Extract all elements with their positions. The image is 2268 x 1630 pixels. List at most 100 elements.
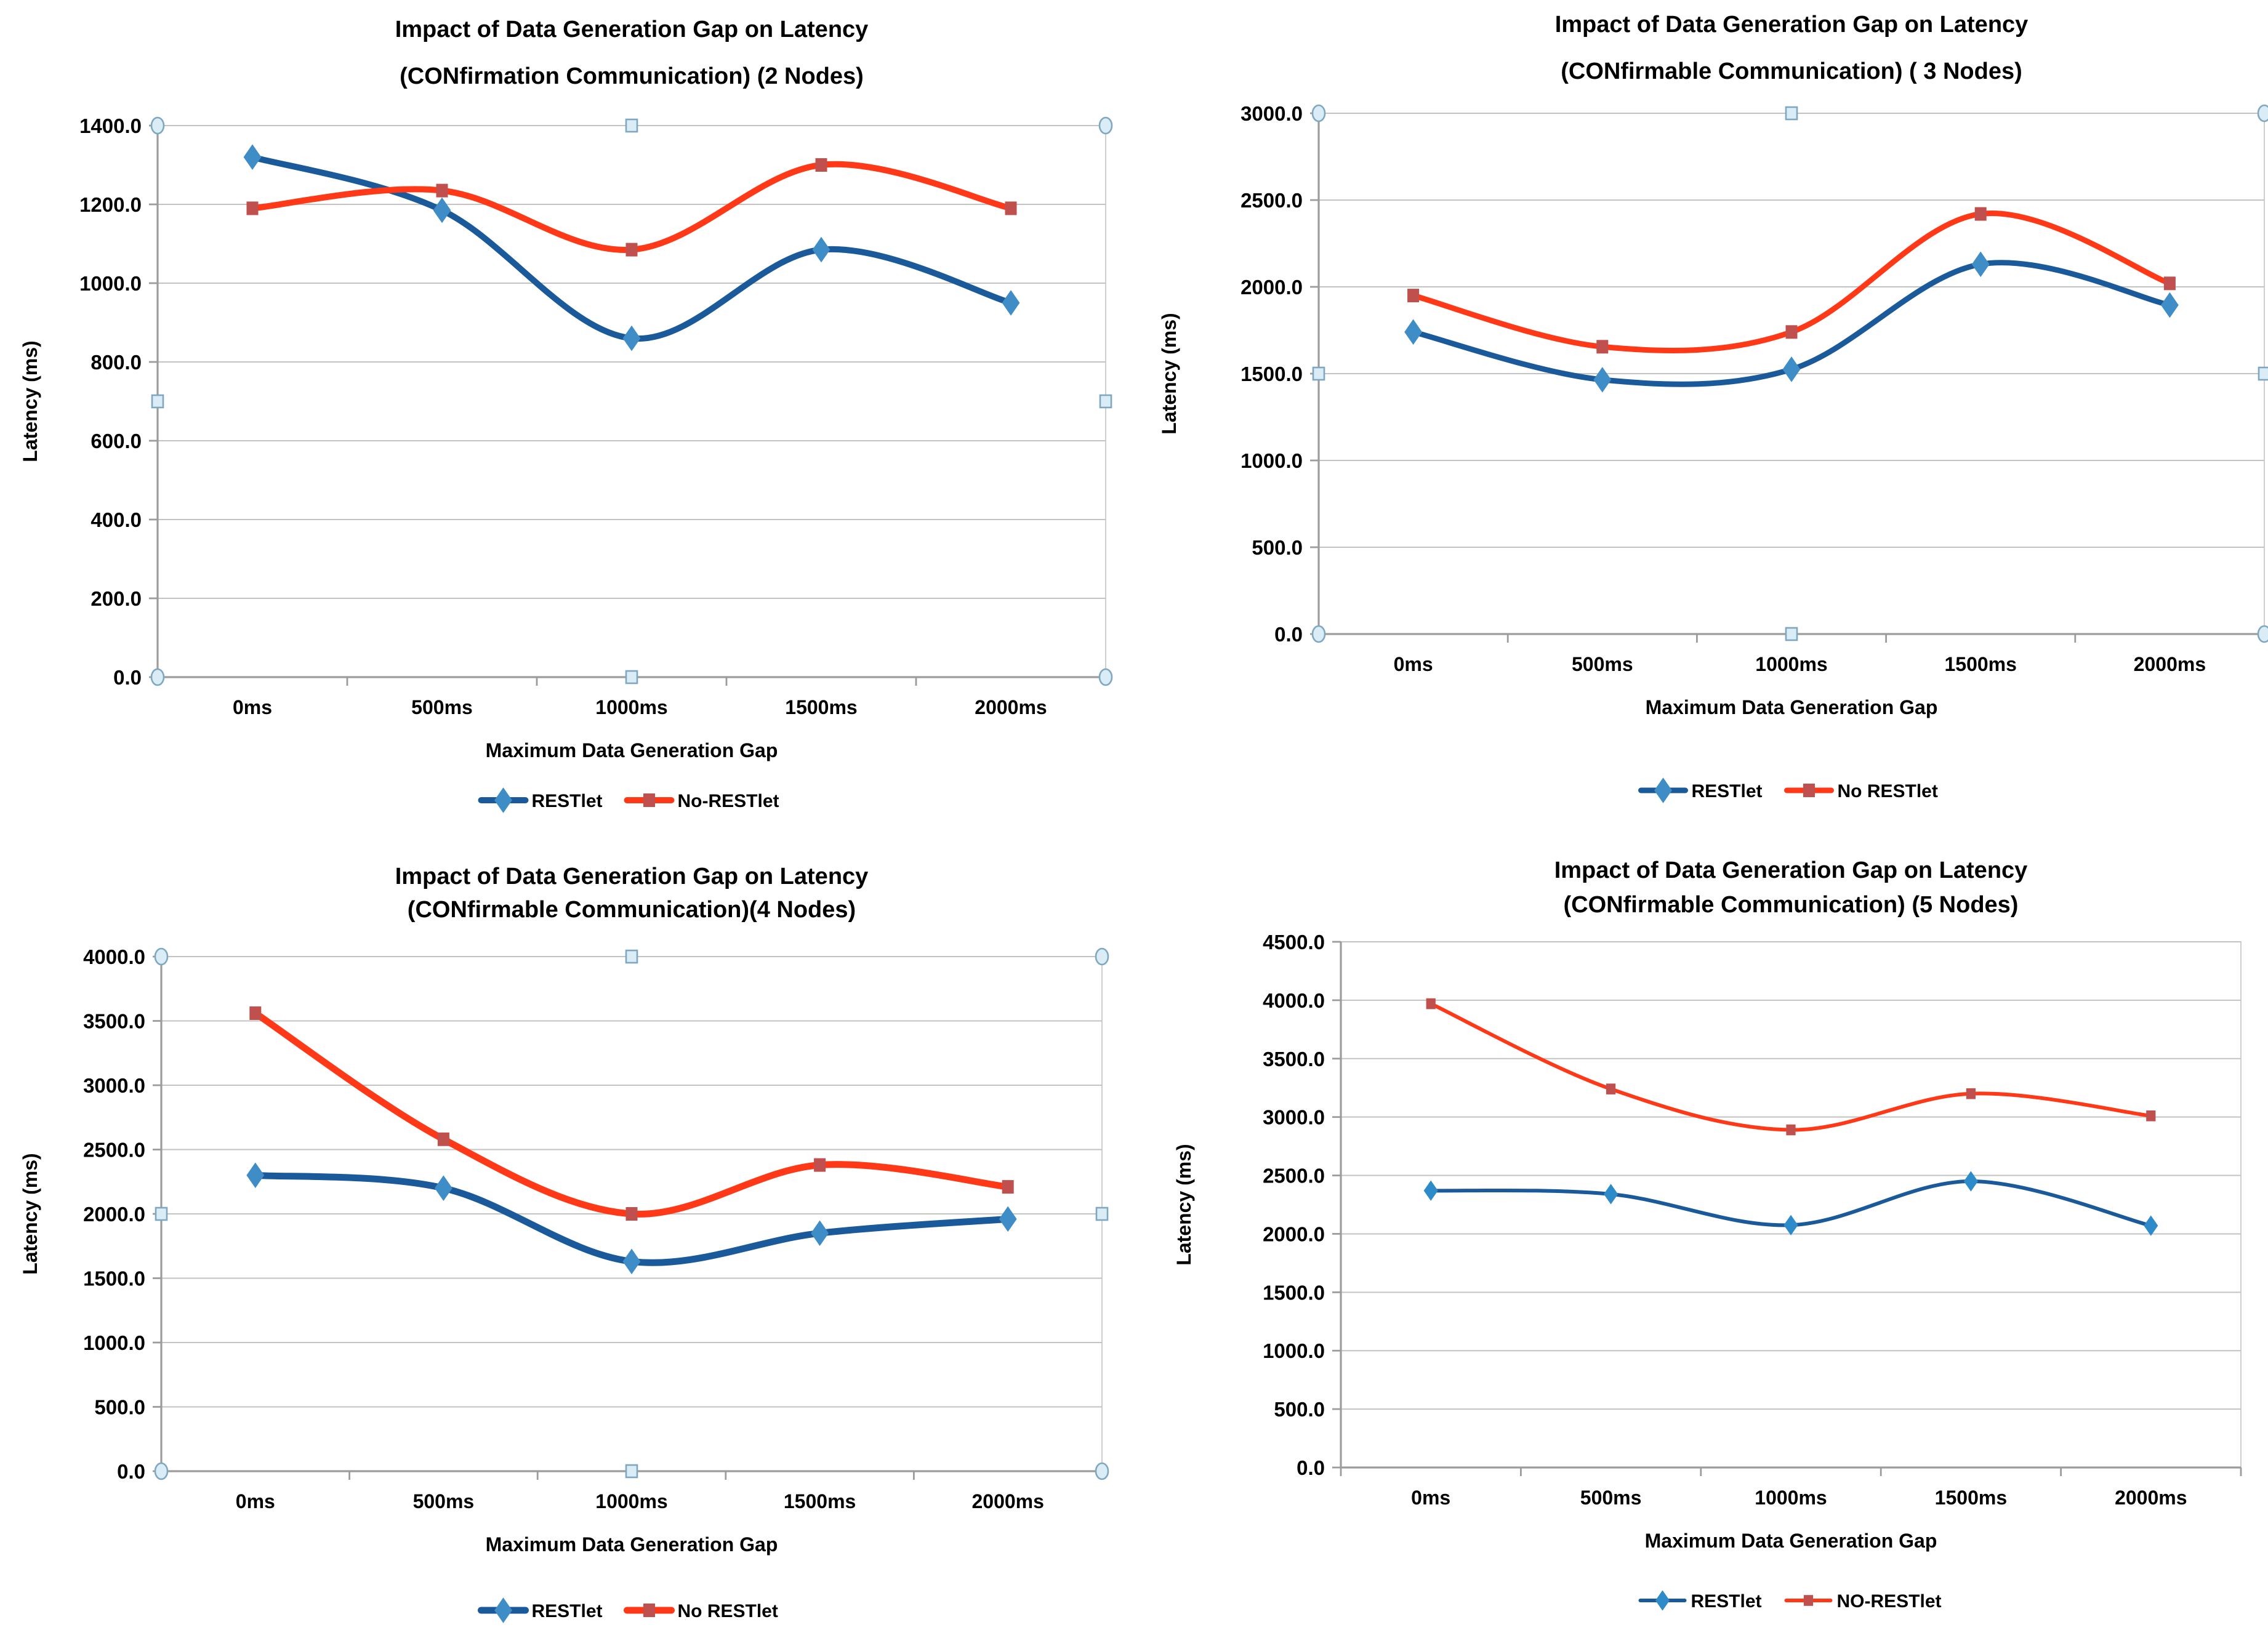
plot-area (1340, 941, 2242, 1468)
diamond-marker (812, 236, 830, 263)
diamond-marker (243, 144, 262, 170)
y-tick-label: 0.0 (117, 1460, 145, 1483)
x-tick-label: 1500ms (1944, 653, 2016, 675)
x-tick-label: 0ms (1411, 1487, 1450, 1509)
selection-handle-square (625, 949, 638, 964)
legend-label: No RESTlet (678, 1601, 778, 1621)
x-tick-label: 1500ms (784, 1490, 856, 1512)
y-tick-label: 800.0 (90, 351, 142, 374)
y-axis-title: Latency (ms) (1173, 1144, 1195, 1265)
square-marker (814, 1158, 826, 1172)
legend-label: No RESTlet (1838, 781, 1938, 801)
selection-handle-circle (154, 1462, 169, 1480)
square-marker (625, 1207, 638, 1221)
selection-handle-square (2258, 366, 2268, 381)
x-axis-title: Maximum Data Generation Gap (486, 739, 778, 761)
y-tick-label: 1200.0 (79, 193, 142, 216)
square-marker (815, 158, 827, 172)
square-marker (1005, 201, 1017, 215)
diamond-marker (1654, 777, 1672, 803)
series-line-no-restlet (252, 1010, 1011, 1218)
selection-handle-square (625, 1464, 638, 1479)
series-line-no-restlet (249, 161, 1014, 253)
y-tick-label: 2500.0 (83, 1139, 145, 1162)
selection-handle-circle (150, 116, 165, 135)
chart-title-line2: (CONfirmable Communication) ( 3 Nodes) (1561, 58, 2022, 84)
x-tick-label: 0ms (233, 696, 272, 718)
square-marker (2146, 1110, 2156, 1122)
y-tick-label: 400.0 (90, 508, 142, 531)
selection-handle-square (1099, 394, 1112, 409)
selection-handle-circle (2257, 104, 2268, 122)
diamond-marker (1782, 356, 1801, 382)
selection-handle-square (1785, 627, 1798, 641)
diamond-marker (1002, 290, 1020, 316)
y-tick-label: 600.0 (90, 430, 142, 452)
selection-handle-circle (1095, 947, 1109, 966)
selection-handle-circle (1311, 104, 1326, 122)
square-marker (625, 243, 638, 257)
y-tick-label: 500.0 (1274, 1398, 1325, 1421)
y-tick-label: 2500.0 (1241, 189, 1303, 212)
y-tick-label: 3500.0 (1263, 1048, 1325, 1070)
selection-handle-square (155, 1206, 168, 1221)
x-tick-label: 1000ms (1755, 1487, 1827, 1509)
square-marker (1002, 1180, 1014, 1194)
y-tick-label: 1000.0 (1241, 449, 1303, 472)
square-marker (246, 201, 259, 215)
x-tick-label: 2000ms (2134, 653, 2206, 675)
series-line-no-restlet (1429, 1002, 2153, 1132)
selection-handle-circle (1095, 1462, 1109, 1480)
y-tick-label: 1000.0 (83, 1331, 145, 1354)
y-tick-label: 1500.0 (83, 1267, 145, 1290)
selection-handle-square (1095, 1206, 1109, 1221)
x-tick-label: 1000ms (1755, 653, 1827, 675)
y-tick-label: 4500.0 (1263, 931, 1325, 954)
x-tick-label: 2000ms (971, 1490, 1044, 1512)
y-tick-label: 3000.0 (1241, 102, 1303, 125)
selection-handle-circle (150, 668, 165, 686)
y-tick-label: 3000.0 (1263, 1106, 1325, 1129)
y-axis-title: Latency (ms) (1158, 313, 1180, 434)
square-marker (1803, 1595, 1814, 1606)
x-tick-label: 500ms (1572, 653, 1633, 675)
y-tick-label: 2500.0 (1263, 1165, 1325, 1187)
y-tick-label: 500.0 (94, 1396, 145, 1419)
diamond-marker (1783, 1214, 1798, 1235)
chart-title-line2: (CONfirmable Communication) (5 Nodes) (1564, 892, 2019, 918)
x-tick-label: 0ms (1394, 653, 1433, 675)
chart-latency-5-nodes-svg: Impact of Data Generation Gap on Latency… (1173, 857, 2242, 1612)
y-tick-label: 0.0 (1274, 623, 1303, 646)
square-marker (1596, 340, 1609, 354)
y-tick-label: 500.0 (1252, 536, 1303, 559)
x-tick-label: 500ms (1580, 1487, 1642, 1509)
square-marker (643, 1604, 655, 1617)
y-axis-title: Latency (ms) (19, 1153, 41, 1274)
legend-label: RESTlet (1691, 1591, 1762, 1612)
chart-title-line1: Impact of Data Generation Gap on Latency (1555, 12, 2029, 38)
diamond-marker (494, 787, 512, 813)
diamond-marker (1963, 1171, 1978, 1192)
x-tick-label: 1500ms (1935, 1487, 2007, 1509)
selection-handle-square (1312, 366, 1325, 381)
plot-area (157, 125, 1106, 678)
diamond-marker (1604, 1184, 1619, 1205)
diamond-marker (1404, 319, 1422, 345)
chart-title-line1: Impact of Data Generation Gap on Latency (395, 864, 869, 889)
square-marker (436, 183, 448, 198)
x-axis-title: Maximum Data Generation Gap (1646, 696, 1938, 718)
x-tick-label: 500ms (411, 696, 473, 718)
selection-handle-square (625, 670, 638, 685)
y-tick-label: 1000.0 (1263, 1339, 1325, 1362)
diamond-marker (999, 1206, 1017, 1232)
diamond-marker (2144, 1215, 2158, 1236)
chart-latency-2-nodes: Impact of Data Generation Gap on Latency… (0, 0, 1134, 815)
y-tick-label: 1500.0 (1263, 1281, 1325, 1304)
square-marker (1785, 325, 1798, 339)
chart-title-line2: (CONfirmation Communication) (2 Nodes) (400, 63, 864, 89)
x-tick-label: 0ms (236, 1490, 275, 1512)
y-tick-label: 4000.0 (83, 945, 145, 968)
x-tick-label: 1000ms (595, 1490, 667, 1512)
square-marker (1426, 998, 1436, 1010)
